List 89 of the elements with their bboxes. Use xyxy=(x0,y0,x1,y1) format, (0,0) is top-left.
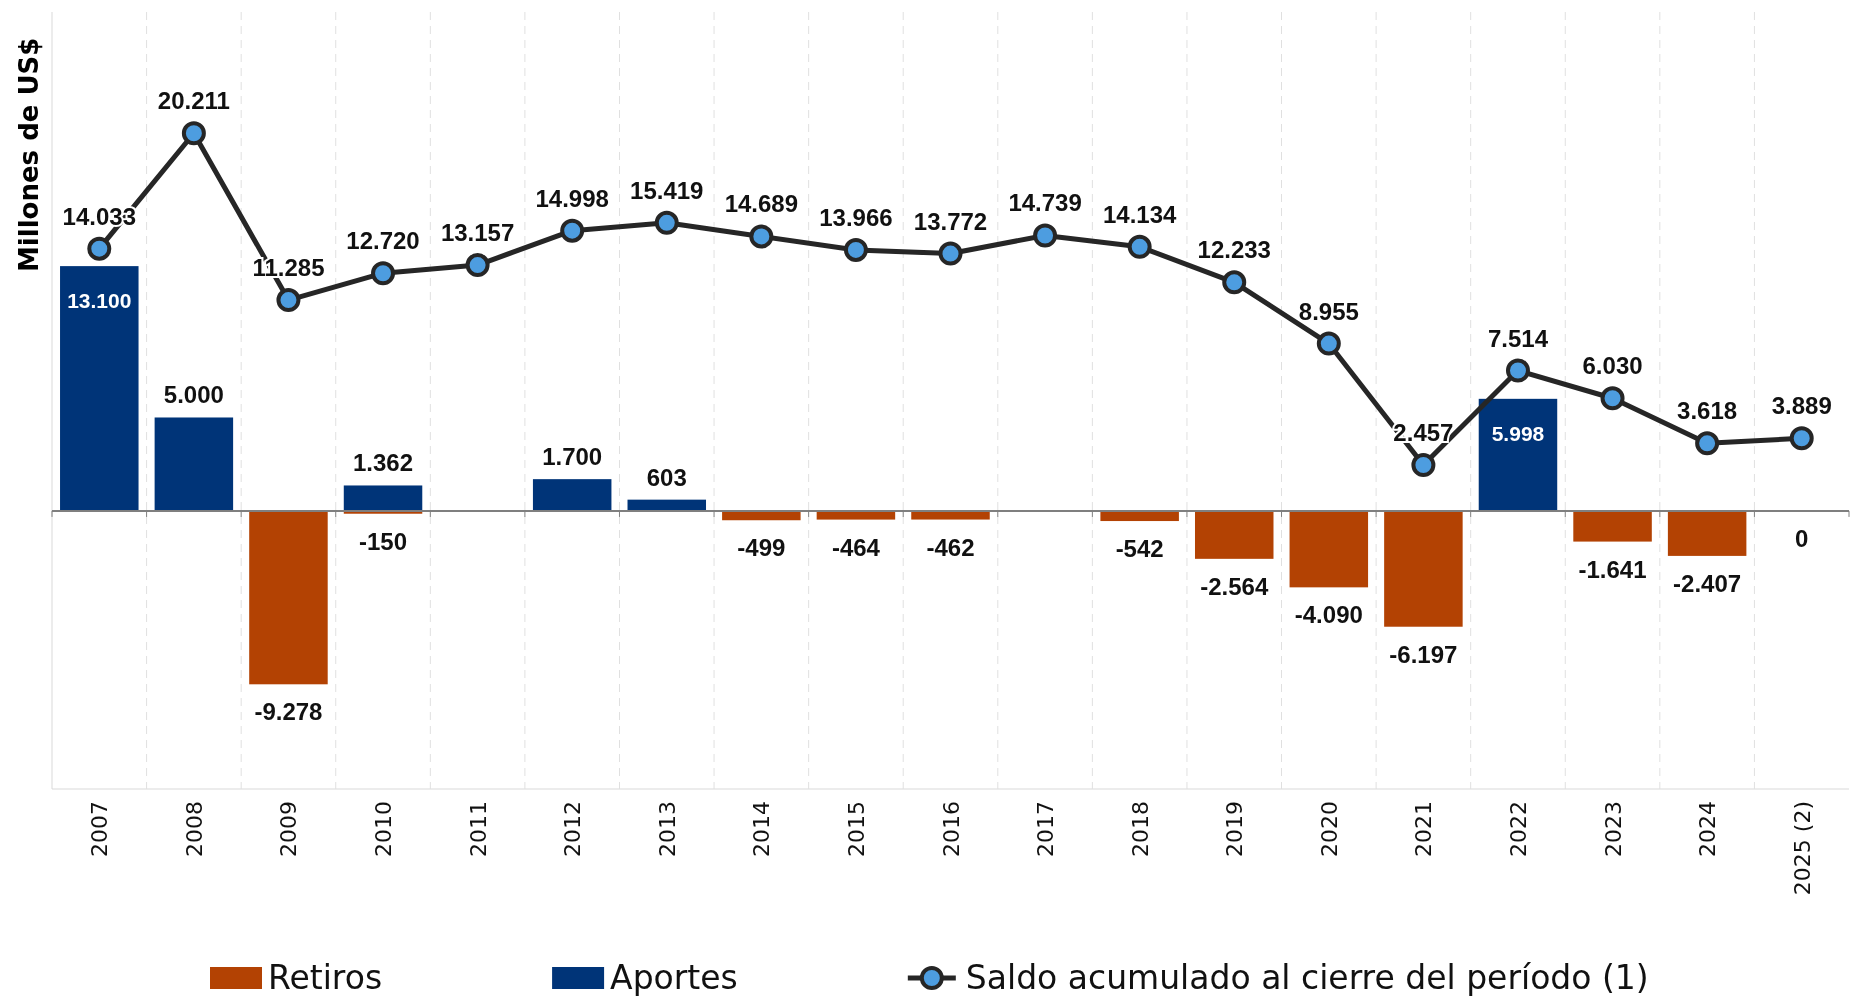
data-label: 14.134 xyxy=(1102,200,1178,228)
data-label: 3.889 xyxy=(1771,392,1832,420)
data-label: 12.720 xyxy=(346,227,420,255)
bar xyxy=(1667,510,1747,556)
point xyxy=(1222,270,1247,295)
point xyxy=(1505,358,1530,383)
bar xyxy=(154,417,234,511)
x-tick-label: 2009 xyxy=(276,801,302,857)
bar xyxy=(343,485,423,511)
data-label: 13.772 xyxy=(913,207,988,235)
point xyxy=(87,236,112,261)
legend-label: Retiros xyxy=(268,958,383,997)
data-label: 5.000 xyxy=(163,381,224,409)
data-label: 7.514 xyxy=(1487,324,1549,352)
data-label: 13.157 xyxy=(440,219,515,247)
data-label: 8.955 xyxy=(1298,297,1359,325)
legend-label: Saldo acumulado al cierre del período (1) xyxy=(965,958,1649,997)
bar xyxy=(249,510,328,685)
bar xyxy=(60,266,139,511)
x-tick-label: 2019 xyxy=(1222,801,1248,857)
data-label: 13.966 xyxy=(819,203,893,231)
data-label: -462 xyxy=(926,533,975,561)
data-label: -2.407 xyxy=(1673,569,1742,597)
data-label: 0 xyxy=(1795,524,1809,552)
point xyxy=(181,121,206,146)
bar xyxy=(1194,510,1274,559)
point xyxy=(1600,386,1625,411)
point xyxy=(1789,426,1814,451)
data-label: 1.362 xyxy=(353,449,414,477)
x-tick-label: 2020 xyxy=(1316,801,1342,857)
data-label: -464 xyxy=(831,533,881,561)
x-tick-label: 2021 xyxy=(1411,801,1437,857)
bar xyxy=(1573,510,1652,542)
x-tick-label: 2015 xyxy=(843,801,869,857)
bar xyxy=(1289,510,1369,588)
bar xyxy=(911,510,990,520)
data-label: -4.090 xyxy=(1294,601,1363,629)
legend-label: Aportes xyxy=(610,958,738,997)
x-tick-label: 2010 xyxy=(371,801,397,857)
point xyxy=(938,241,963,266)
data-label: -6.197 xyxy=(1389,640,1458,668)
point xyxy=(371,261,396,286)
data-label: 14.739 xyxy=(1008,189,1082,217)
point xyxy=(1695,431,1720,456)
data-label: 3.618 xyxy=(1677,397,1738,425)
point xyxy=(1411,453,1436,478)
x-tick-label: 2023 xyxy=(1600,801,1626,857)
data-label: 14.689 xyxy=(724,190,799,218)
point xyxy=(654,210,679,235)
x-tick-label: 2011 xyxy=(465,801,491,857)
point xyxy=(1127,234,1152,259)
x-tick-label: 2025 (2) xyxy=(1789,801,1815,896)
bar xyxy=(532,479,612,511)
data-label: 14.998 xyxy=(535,184,609,212)
point xyxy=(749,224,774,249)
x-tick-label: 2007 xyxy=(87,801,113,857)
point xyxy=(843,237,868,262)
x-tick-label: 2017 xyxy=(1033,801,1059,857)
data-label: -1.641 xyxy=(1578,555,1647,583)
data-label: 6.030 xyxy=(1582,352,1643,380)
data-label: 15.419 xyxy=(630,176,704,204)
x-tick-label: 2022 xyxy=(1505,801,1531,857)
data-label: 603 xyxy=(646,463,687,491)
data-label: 1.700 xyxy=(542,443,603,471)
x-tick-label: 2018 xyxy=(1127,801,1153,857)
data-label: 20.211 xyxy=(157,87,230,115)
x-tick-label: 2014 xyxy=(749,801,775,857)
data-label: -499 xyxy=(737,534,786,562)
data-label: -542 xyxy=(1115,535,1164,563)
x-tick-label: 2012 xyxy=(560,801,586,857)
bar xyxy=(816,510,896,520)
point xyxy=(1033,223,1058,248)
x-tick-label: 2024 xyxy=(1695,801,1721,857)
bar xyxy=(1384,510,1463,627)
data-label: -9.278 xyxy=(254,698,323,726)
x-tick-label: 2008 xyxy=(181,801,207,857)
bar xyxy=(1478,398,1558,511)
data-label: -150 xyxy=(359,527,408,555)
data-label: 12.233 xyxy=(1197,236,1271,264)
point xyxy=(1316,331,1341,356)
x-tick-label: 2016 xyxy=(938,801,964,857)
point xyxy=(276,288,301,313)
data-label: 5.998 xyxy=(1491,421,1545,445)
y-axis-title: Millones de US$ xyxy=(14,37,44,272)
point xyxy=(465,253,490,278)
x-tick-label: 2013 xyxy=(654,801,680,857)
data-label: -2.564 xyxy=(1200,572,1269,600)
point xyxy=(560,218,585,243)
data-label: 13.100 xyxy=(67,289,132,313)
